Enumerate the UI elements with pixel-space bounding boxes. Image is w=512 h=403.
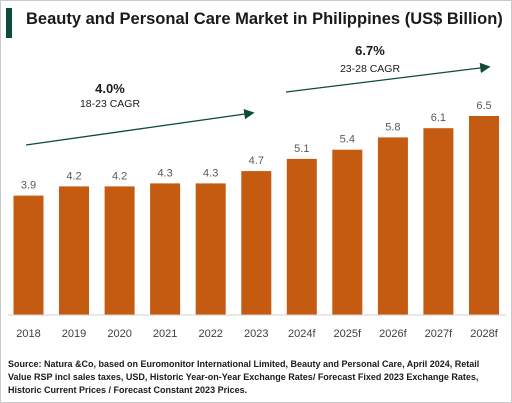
cagr-pct-1: 4.0% <box>95 81 125 96</box>
category-label-2022: 2022 <box>198 328 222 340</box>
category-label-2018: 2018 <box>16 328 40 340</box>
category-label-2020: 2020 <box>107 328 131 340</box>
value-label-2026f: 5.8 <box>385 121 400 133</box>
value-label-2020: 4.2 <box>112 170 127 182</box>
category-label-2028f: 2028f <box>470 328 498 340</box>
value-label-2025f: 5.4 <box>340 134 355 146</box>
value-label-2019: 4.2 <box>66 170 81 182</box>
bar-2028f <box>469 116 499 315</box>
bar-2023 <box>241 171 272 315</box>
bar-2026f <box>377 137 408 315</box>
value-labels-group: 3.9 4.2 4.2 4.3 4.3 4.7 5.1 5.4 5.8 6.1 6.5 <box>21 100 492 192</box>
value-label-2018: 3.9 <box>21 180 36 192</box>
value-label-2027f: 6.1 <box>431 112 446 124</box>
bars-group <box>13 116 499 315</box>
value-label-2023: 4.7 <box>249 155 264 167</box>
bar-2021 <box>150 183 181 315</box>
category-labels-group: 2018 2019 2020 2021 2022 2023 2024f 2025f 2026f 2… <box>16 328 498 340</box>
category-label-2019: 2019 <box>62 328 86 340</box>
category-label-2023: 2023 <box>244 328 268 340</box>
cagr-pct-2: 6.7% <box>355 43 385 58</box>
bar-2018 <box>13 195 44 315</box>
bar-2024f <box>286 158 317 315</box>
category-label-2026f: 2026f <box>379 328 407 340</box>
value-label-2022: 4.3 <box>203 167 218 179</box>
chart-title: Beauty and Personal Care Market in Phili… <box>26 10 503 28</box>
cagr-arrow-1 <box>25 108 255 146</box>
bar-2027f <box>423 128 454 315</box>
cagr-label-1: 18-23 CAGR <box>80 98 141 110</box>
category-label-2024f: 2024f <box>288 328 316 340</box>
value-label-2021: 4.3 <box>157 167 172 179</box>
category-label-2027f: 2027f <box>425 328 453 340</box>
source-note: Source: Natura &Co, based on Euromonitor… <box>8 359 480 395</box>
cagr-label-2: 23-28 CAGR <box>340 63 401 75</box>
value-label-2024f: 5.1 <box>294 143 309 155</box>
bar-2020 <box>104 186 135 315</box>
bar-2022 <box>195 183 226 315</box>
category-label-2025f: 2025f <box>334 328 362 340</box>
bar-2019 <box>59 186 89 315</box>
category-label-2021: 2021 <box>153 328 177 340</box>
value-label-2028f: 6.5 <box>476 100 491 112</box>
title-accent-bar <box>6 8 12 38</box>
cagr-arrow-2 <box>285 62 491 93</box>
bar-2025f <box>332 149 363 315</box>
